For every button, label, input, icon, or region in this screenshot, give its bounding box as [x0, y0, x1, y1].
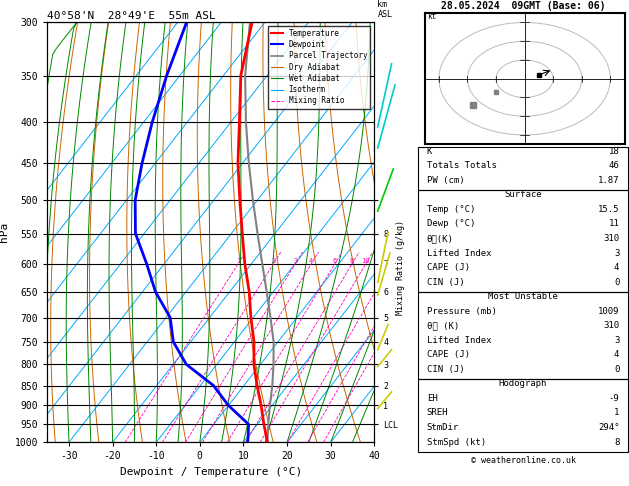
Text: θᴇ(K): θᴇ(K): [426, 234, 454, 243]
Text: 15.5: 15.5: [598, 205, 620, 214]
Text: 10: 10: [362, 258, 370, 264]
Legend: Temperature, Dewpoint, Parcel Trajectory, Dry Adiabat, Wet Adiabat, Isotherm, Mi: Temperature, Dewpoint, Parcel Trajectory…: [268, 26, 370, 108]
Text: 3: 3: [614, 248, 620, 258]
Text: © weatheronline.co.uk: © weatheronline.co.uk: [470, 456, 576, 466]
Text: 18: 18: [609, 147, 620, 156]
Text: 28.05.2024  09GMT (Base: 06): 28.05.2024 09GMT (Base: 06): [441, 1, 605, 11]
Text: 3: 3: [614, 336, 620, 345]
Text: 40°58'N  28°49'E  55m ASL: 40°58'N 28°49'E 55m ASL: [47, 11, 216, 21]
Bar: [418, 191, 628, 292]
Text: CAPE (J): CAPE (J): [426, 350, 470, 359]
Text: 8: 8: [350, 258, 354, 264]
Text: 1.87: 1.87: [598, 176, 620, 185]
Bar: [418, 292, 628, 380]
Text: Mixing Ratio (g/kg): Mixing Ratio (g/kg): [396, 220, 405, 315]
Text: -9: -9: [609, 394, 620, 403]
Text: 1: 1: [236, 258, 240, 264]
Text: StmSpd (kt): StmSpd (kt): [426, 437, 486, 447]
Text: 294°: 294°: [598, 423, 620, 432]
Text: Dewp (°C): Dewp (°C): [426, 220, 475, 228]
Text: 0: 0: [614, 278, 620, 287]
Text: Totals Totals: Totals Totals: [426, 161, 496, 170]
Text: K: K: [426, 147, 432, 156]
Text: km
ASL: km ASL: [377, 0, 392, 19]
Text: 8: 8: [614, 437, 620, 447]
Text: StmDir: StmDir: [426, 423, 459, 432]
Text: 0: 0: [614, 365, 620, 374]
Text: 310: 310: [603, 234, 620, 243]
Bar: [418, 147, 628, 191]
Text: Surface: Surface: [504, 191, 542, 199]
Text: kt: kt: [428, 12, 437, 21]
Text: SREH: SREH: [426, 408, 448, 417]
Text: 6: 6: [333, 258, 337, 264]
Text: 4: 4: [614, 263, 620, 272]
Bar: [418, 380, 628, 452]
Text: 1009: 1009: [598, 307, 620, 316]
Text: CAPE (J): CAPE (J): [426, 263, 470, 272]
Text: θᴇ (K): θᴇ (K): [426, 321, 459, 330]
Text: 4: 4: [309, 258, 313, 264]
Text: Temp (°C): Temp (°C): [426, 205, 475, 214]
Text: Lifted Index: Lifted Index: [426, 336, 491, 345]
X-axis label: Dewpoint / Temperature (°C): Dewpoint / Temperature (°C): [120, 467, 302, 477]
Text: 46: 46: [609, 161, 620, 170]
Text: Lifted Index: Lifted Index: [426, 248, 491, 258]
Y-axis label: hPa: hPa: [0, 222, 9, 242]
Text: CIN (J): CIN (J): [426, 365, 464, 374]
Text: EH: EH: [426, 394, 437, 403]
Text: PW (cm): PW (cm): [426, 176, 464, 185]
Text: 2: 2: [271, 258, 276, 264]
Text: Hodograph: Hodograph: [499, 380, 547, 388]
Text: CIN (J): CIN (J): [426, 278, 464, 287]
Text: Pressure (mb): Pressure (mb): [426, 307, 496, 316]
Text: 11: 11: [609, 220, 620, 228]
Text: 310: 310: [603, 321, 620, 330]
Text: 4: 4: [614, 350, 620, 359]
Text: Most Unstable: Most Unstable: [488, 292, 558, 301]
Text: 1: 1: [614, 408, 620, 417]
Text: 3: 3: [293, 258, 298, 264]
